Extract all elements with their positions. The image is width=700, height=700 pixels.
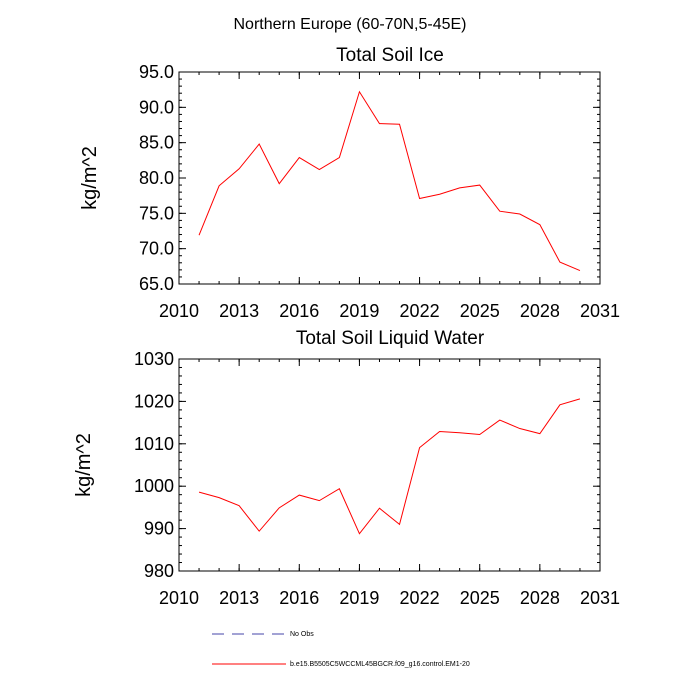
soil-ice-series-line: [198, 90, 581, 272]
soil-ice-data-point: [278, 183, 280, 185]
soil-ice-data-point: [298, 157, 300, 159]
soil-ice-data-point: [519, 213, 521, 215]
soil-ice-y-tick-label: 95.0: [139, 62, 174, 82]
soil-liquid-water-y-tick-label: 1030: [134, 349, 174, 369]
soil-ice-data-point: [198, 234, 200, 236]
soil-ice-data-point: [579, 270, 581, 272]
soil-ice-chart-title: Total Soil Ice: [336, 45, 444, 66]
soil-liquid-water-data-point: [579, 398, 581, 400]
soil-ice-data-point: [559, 261, 561, 263]
soil-ice-data-point: [439, 193, 441, 195]
soil-liquid-water-y-tick-label: 990: [144, 519, 174, 539]
soil-ice-x-tick-label: 2031: [580, 301, 620, 321]
soil-liquid-water-x-tick-label: 2031: [580, 588, 620, 608]
soil-liquid-water-data-point: [439, 431, 441, 433]
soil-liquid-water-y-tick-label: 1010: [134, 434, 174, 454]
soil-liquid-water-y-tick-label: 980: [144, 561, 174, 581]
soil-ice-y-tick-label: 70.0: [139, 239, 174, 259]
soil-liquid-water-data-point: [278, 507, 280, 509]
soil-ice-data-point: [399, 123, 401, 125]
figure-title: Northern Europe (60-70N,5-45E): [233, 16, 466, 33]
soil-ice-data-point: [359, 91, 361, 93]
soil-ice-x-tick-label: 2022: [400, 301, 440, 321]
soil-liquid-water-data-point: [479, 434, 481, 436]
soil-liquid-water-data-point: [339, 488, 341, 490]
soil-liquid-water-data-point: [298, 494, 300, 496]
legend-no-obs-label: No Obs: [290, 631, 314, 638]
soil-ice-data-point: [218, 185, 220, 187]
soil-ice-x-tick-label: 2016: [279, 301, 319, 321]
soil-liquid-water-x-tick-label: 2013: [219, 588, 259, 608]
soil-ice-plot-frame: [178, 71, 601, 285]
soil-ice-data-point: [319, 169, 321, 171]
soil-ice-data-point: [258, 143, 260, 145]
soil-liquid-water-data-point: [359, 533, 361, 535]
soil-ice-y-tick-label: 65.0: [139, 274, 174, 294]
soil-liquid-water-plot-frame: [178, 358, 601, 572]
soil-ice-y-tick-label: 90.0: [139, 97, 174, 117]
soil-liquid-water-data-point: [519, 428, 521, 430]
soil-liquid-water-data-point: [559, 404, 561, 406]
soil-ice-x-tick-label: 2010: [159, 301, 199, 321]
soil-liquid-water-y-tick-label: 1000: [134, 476, 174, 496]
soil-ice-data-point: [238, 168, 240, 170]
soil-ice-x-tick-label: 2025: [460, 301, 500, 321]
soil-ice-data-point: [499, 210, 501, 212]
soil-liquid-water-x-tick-label: 2010: [159, 588, 199, 608]
soil-ice-x-tick-label: 2019: [339, 301, 379, 321]
soil-liquid-water-data-point: [238, 505, 240, 507]
soil-liquid-water-chart-title: Total Soil Liquid Water: [296, 328, 485, 349]
soil-liquid-water-data-point: [419, 447, 421, 449]
soil-ice-y-tick-label: 85.0: [139, 133, 174, 153]
soil-ice-data-point: [479, 184, 481, 186]
soil-ice-data-point: [339, 157, 341, 159]
soil-liquid-water-x-tick-label: 2019: [339, 588, 379, 608]
soil-liquid-water-y-axis-label: kg/m^2: [73, 433, 95, 497]
soil-ice-x-tick-label: 2028: [520, 301, 560, 321]
soil-liquid-water-data-point: [539, 433, 541, 435]
soil-liquid-water-x-tick-label: 2025: [460, 588, 500, 608]
soil-ice-panel: Total Soil Ice kg/m^2 65.0 70.0 75.0 80.0 85…: [79, 45, 620, 321]
soil-liquid-water-x-tick-label: 2016: [279, 588, 319, 608]
soil-liquid-water-data-point: [198, 491, 200, 493]
soil-ice-x-tick-label: 2013: [219, 301, 259, 321]
soil-liquid-water-data-point: [258, 530, 260, 532]
soil-liquid-water-data-point: [218, 497, 220, 499]
soil-liquid-water-data-point: [399, 524, 401, 526]
soil-ice-y-axis-label: kg/m^2: [79, 146, 101, 210]
soil-liquid-water-data-point: [379, 507, 381, 509]
soil-liquid-water-panel: Total Soil Liquid Water kg/m^2 980 990 100…: [73, 328, 620, 608]
soil-ice-data-point: [539, 224, 541, 226]
soil-ice-y-tick-label: 75.0: [139, 203, 174, 223]
soil-liquid-water-data-point: [319, 500, 321, 502]
legend-control-label: b.e15.B5505C5WCCML45BGCR.f09_g16.control…: [290, 661, 470, 668]
soil-liquid-water-x-tick-label: 2028: [520, 588, 560, 608]
legend: No Obs b.e15.B5505C5WCCML45BGCR.f09_g16.…: [212, 631, 470, 668]
soil-liquid-water-data-point: [499, 419, 501, 421]
soil-ice-data-point: [419, 198, 421, 200]
soil-liquid-water-x-tick-label: 2022: [400, 588, 440, 608]
soil-ice-data-point: [379, 123, 381, 125]
soil-liquid-water-data-point: [459, 432, 461, 434]
soil-liquid-water-y-tick-label: 1020: [134, 391, 174, 411]
soil-liquid-water-series-line: [198, 398, 581, 535]
soil-ice-data-point: [459, 187, 461, 189]
soil-ice-y-tick-label: 80.0: [139, 168, 174, 188]
